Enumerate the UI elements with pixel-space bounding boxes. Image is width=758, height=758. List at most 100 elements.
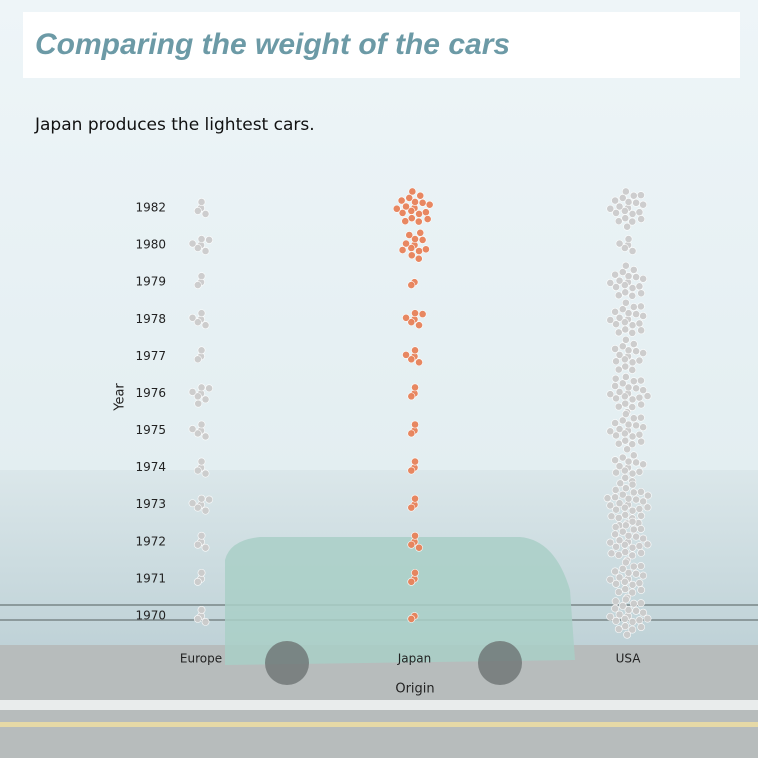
car-dot bbox=[411, 346, 419, 355]
car-dot bbox=[606, 427, 615, 436]
car-cluster bbox=[193, 198, 210, 218]
car-dot bbox=[197, 235, 206, 243]
car-dot bbox=[618, 453, 627, 462]
car-dot bbox=[197, 272, 206, 281]
car-dot bbox=[615, 276, 624, 285]
car-dot bbox=[624, 494, 633, 503]
car-dot bbox=[611, 456, 620, 465]
car-dot bbox=[405, 231, 414, 239]
car-dot bbox=[615, 499, 624, 508]
car-dot bbox=[411, 420, 419, 429]
car-dot bbox=[637, 289, 646, 298]
car-dot bbox=[607, 512, 616, 521]
car-dot bbox=[411, 568, 419, 577]
y-tick-label: 1976 bbox=[135, 386, 166, 400]
car-dot bbox=[624, 272, 633, 281]
car-dot bbox=[621, 622, 630, 631]
car-dot bbox=[624, 235, 633, 243]
car-dot bbox=[193, 615, 202, 623]
car-dot bbox=[637, 326, 646, 335]
car-dot bbox=[402, 350, 410, 359]
car-dot bbox=[624, 383, 633, 392]
x-tick-label: Europe bbox=[180, 652, 222, 666]
car-dot bbox=[612, 357, 620, 366]
car-dot bbox=[628, 291, 637, 300]
car-dot bbox=[624, 420, 633, 429]
car-dot bbox=[618, 342, 627, 351]
car-dot bbox=[407, 540, 416, 549]
car-dot bbox=[614, 588, 623, 596]
car-dot bbox=[628, 440, 637, 449]
car-dot bbox=[418, 236, 427, 244]
car-dot bbox=[612, 209, 620, 217]
car-dot bbox=[624, 568, 633, 577]
car-dot bbox=[408, 187, 417, 196]
car-cluster bbox=[407, 568, 419, 586]
car-dot bbox=[629, 303, 638, 311]
car-dot bbox=[615, 610, 624, 619]
car-dot bbox=[611, 597, 620, 606]
car-dot bbox=[612, 394, 620, 403]
car-dot bbox=[201, 432, 210, 441]
car-dot bbox=[423, 215, 432, 223]
car-cluster bbox=[188, 420, 210, 441]
car-dot bbox=[414, 217, 423, 226]
car-dot bbox=[637, 376, 645, 385]
car-dot bbox=[629, 599, 638, 608]
car-dot bbox=[628, 403, 637, 411]
car-dot bbox=[612, 468, 620, 477]
car-dot bbox=[612, 617, 620, 625]
car-dot bbox=[635, 467, 644, 476]
car-cluster bbox=[606, 517, 652, 565]
car-dot bbox=[418, 310, 427, 319]
car-cluster bbox=[402, 309, 427, 330]
car-cluster bbox=[193, 531, 210, 552]
car-dot bbox=[628, 328, 637, 337]
car-dot bbox=[205, 236, 214, 244]
car-cluster bbox=[615, 235, 637, 255]
car-dot bbox=[415, 358, 423, 367]
car-dot bbox=[411, 235, 419, 243]
car-dot bbox=[621, 335, 630, 344]
car-dot bbox=[615, 573, 624, 582]
car-dot bbox=[629, 414, 638, 423]
car-cluster bbox=[611, 335, 648, 374]
car-cluster bbox=[606, 410, 648, 454]
car-dot bbox=[611, 493, 620, 502]
car-dot bbox=[621, 521, 630, 530]
car-dot bbox=[635, 356, 644, 365]
car-dot bbox=[411, 494, 419, 503]
car-dot bbox=[398, 246, 407, 254]
car-dot bbox=[624, 606, 633, 614]
car-dot bbox=[621, 484, 630, 493]
car-dot bbox=[201, 247, 210, 255]
car-dot bbox=[407, 318, 416, 327]
car-dot bbox=[621, 473, 630, 482]
car-dot bbox=[623, 445, 632, 454]
car-dot bbox=[628, 217, 637, 226]
car-cluster bbox=[606, 298, 648, 337]
car-dot bbox=[618, 527, 627, 536]
car-dot bbox=[612, 505, 620, 514]
car-dot bbox=[621, 585, 630, 593]
car-dot bbox=[635, 542, 644, 550]
car-dot bbox=[639, 534, 648, 543]
car-cluster bbox=[407, 420, 419, 438]
car-dot bbox=[629, 562, 638, 571]
car-dot bbox=[415, 321, 423, 330]
car-dot bbox=[629, 377, 638, 386]
car-dot bbox=[407, 577, 416, 586]
car-dot bbox=[632, 347, 641, 356]
car-dot bbox=[411, 531, 419, 540]
car-dot bbox=[639, 274, 648, 283]
car-dot bbox=[628, 469, 637, 478]
car-dot bbox=[632, 421, 641, 430]
car-dot bbox=[618, 564, 627, 573]
car-dot bbox=[612, 542, 620, 551]
car-cluster bbox=[188, 309, 210, 330]
car-dot bbox=[632, 606, 641, 615]
car-dot bbox=[637, 302, 645, 311]
car-dot bbox=[629, 525, 638, 534]
y-tick-label: 1975 bbox=[135, 423, 166, 437]
car-dot bbox=[193, 207, 202, 215]
